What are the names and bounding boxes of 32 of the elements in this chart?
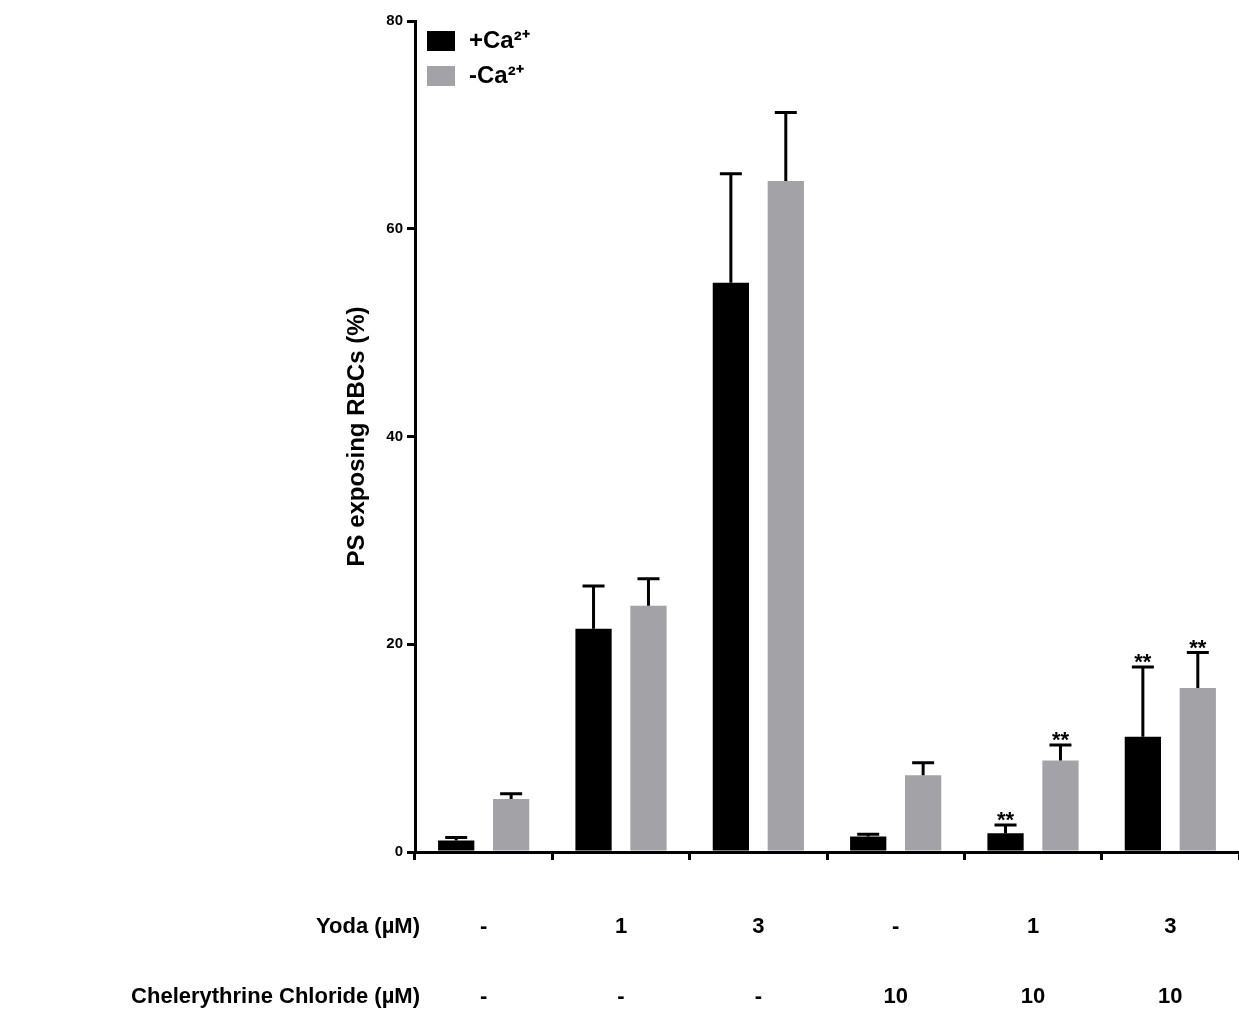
bar xyxy=(630,605,667,851)
bar xyxy=(905,775,942,851)
y-axis-title: PS exposing RBCs (%) xyxy=(342,306,370,567)
y-tick-label: 20 xyxy=(386,634,403,652)
category-label: 1 xyxy=(614,913,628,939)
category-label: - xyxy=(480,913,488,939)
data-label: ** xyxy=(1134,649,1152,675)
data-label: ** xyxy=(996,806,1015,832)
y-tick-label: 60 xyxy=(386,218,403,236)
category-label: 3 xyxy=(1164,913,1177,939)
category-label: 1 xyxy=(1026,913,1040,939)
category-label: - xyxy=(480,983,488,1009)
text: Chelerythrine Chloride (µM) xyxy=(131,983,420,1009)
legend-label: -Ca²⁺ xyxy=(469,60,524,88)
text: Yoda (µM) xyxy=(316,913,420,939)
category-label: - xyxy=(617,983,625,1009)
y-tick-label: 40 xyxy=(386,426,403,444)
bar xyxy=(493,799,530,851)
y-tick-label: 80 xyxy=(386,11,403,29)
category-label: 3 xyxy=(752,913,765,939)
data-label: ** xyxy=(1189,634,1207,660)
legend-label: +Ca²⁺ xyxy=(469,25,530,53)
category-label: 10 xyxy=(1158,983,1183,1009)
bar xyxy=(767,180,804,851)
data-label: ** xyxy=(1051,727,1070,753)
category-label: - xyxy=(754,983,762,1009)
category-label: 10 xyxy=(883,983,908,1009)
category-label: 10 xyxy=(1020,983,1046,1009)
bar xyxy=(1042,760,1079,851)
y-tick-label: 0 xyxy=(394,842,403,860)
category-label: - xyxy=(892,913,900,939)
bar xyxy=(1179,687,1216,851)
